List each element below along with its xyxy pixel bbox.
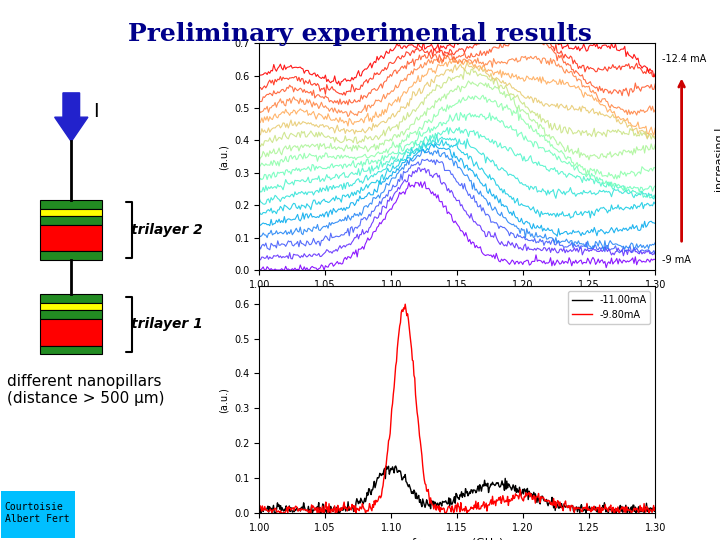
-9.80mA <box>401 301 410 307</box>
FancyBboxPatch shape <box>1 491 75 538</box>
Text: -12.4 mA: -12.4 mA <box>662 55 706 64</box>
Text: I: I <box>93 102 99 121</box>
-11.00mA <box>256 510 265 516</box>
-11.00mA <box>255 503 264 509</box>
X-axis label: frequency (GHz): frequency (GHz) <box>412 295 503 305</box>
Y-axis label: (a.u.): (a.u.) <box>219 144 228 170</box>
Bar <box>40 294 102 303</box>
-9.80mA <box>255 502 264 509</box>
X-axis label: frequency (GHz): frequency (GHz) <box>412 538 503 540</box>
-11.00mA <box>471 487 480 494</box>
Bar <box>40 225 102 251</box>
-9.80mA <box>276 510 284 516</box>
-9.80mA <box>581 504 590 511</box>
Bar <box>40 200 102 208</box>
Line: -11.00mA: -11.00mA <box>259 466 655 513</box>
-9.80mA <box>643 505 652 512</box>
Bar <box>40 303 102 310</box>
Bar <box>40 319 102 346</box>
Text: increasing I: increasing I <box>714 127 720 192</box>
-11.00mA <box>392 463 400 469</box>
-11.00mA <box>651 508 660 515</box>
Bar <box>40 310 102 319</box>
-11.00mA <box>447 501 456 507</box>
Bar <box>40 346 102 354</box>
Text: different nanopillars
(distance > 500 μm): different nanopillars (distance > 500 μm… <box>7 374 165 406</box>
Y-axis label: (a.u.): (a.u.) <box>219 387 228 413</box>
-11.00mA <box>643 507 652 514</box>
-9.80mA <box>447 509 456 515</box>
Text: Preliminary experimental results: Preliminary experimental results <box>128 22 592 45</box>
Text: -9 mA: -9 mA <box>662 255 690 265</box>
-9.80mA <box>471 504 480 511</box>
-9.80mA <box>492 497 501 503</box>
Bar <box>40 251 102 260</box>
Bar <box>40 216 102 225</box>
-9.80mA <box>444 503 453 510</box>
Text: trilayer 2: trilayer 2 <box>131 223 202 237</box>
Text: trilayer 1: trilayer 1 <box>131 317 202 331</box>
Legend: -11.00mA, -9.80mA: -11.00mA, -9.80mA <box>568 291 650 323</box>
Line: -9.80mA: -9.80mA <box>259 304 655 513</box>
-11.00mA <box>492 480 501 486</box>
Text: Courtoisie
Albert Fert: Courtoisie Albert Fert <box>5 502 69 524</box>
Bar <box>40 208 102 216</box>
-9.80mA <box>651 504 660 511</box>
-11.00mA <box>444 495 453 501</box>
FancyArrow shape <box>55 93 88 141</box>
-11.00mA <box>581 507 590 514</box>
